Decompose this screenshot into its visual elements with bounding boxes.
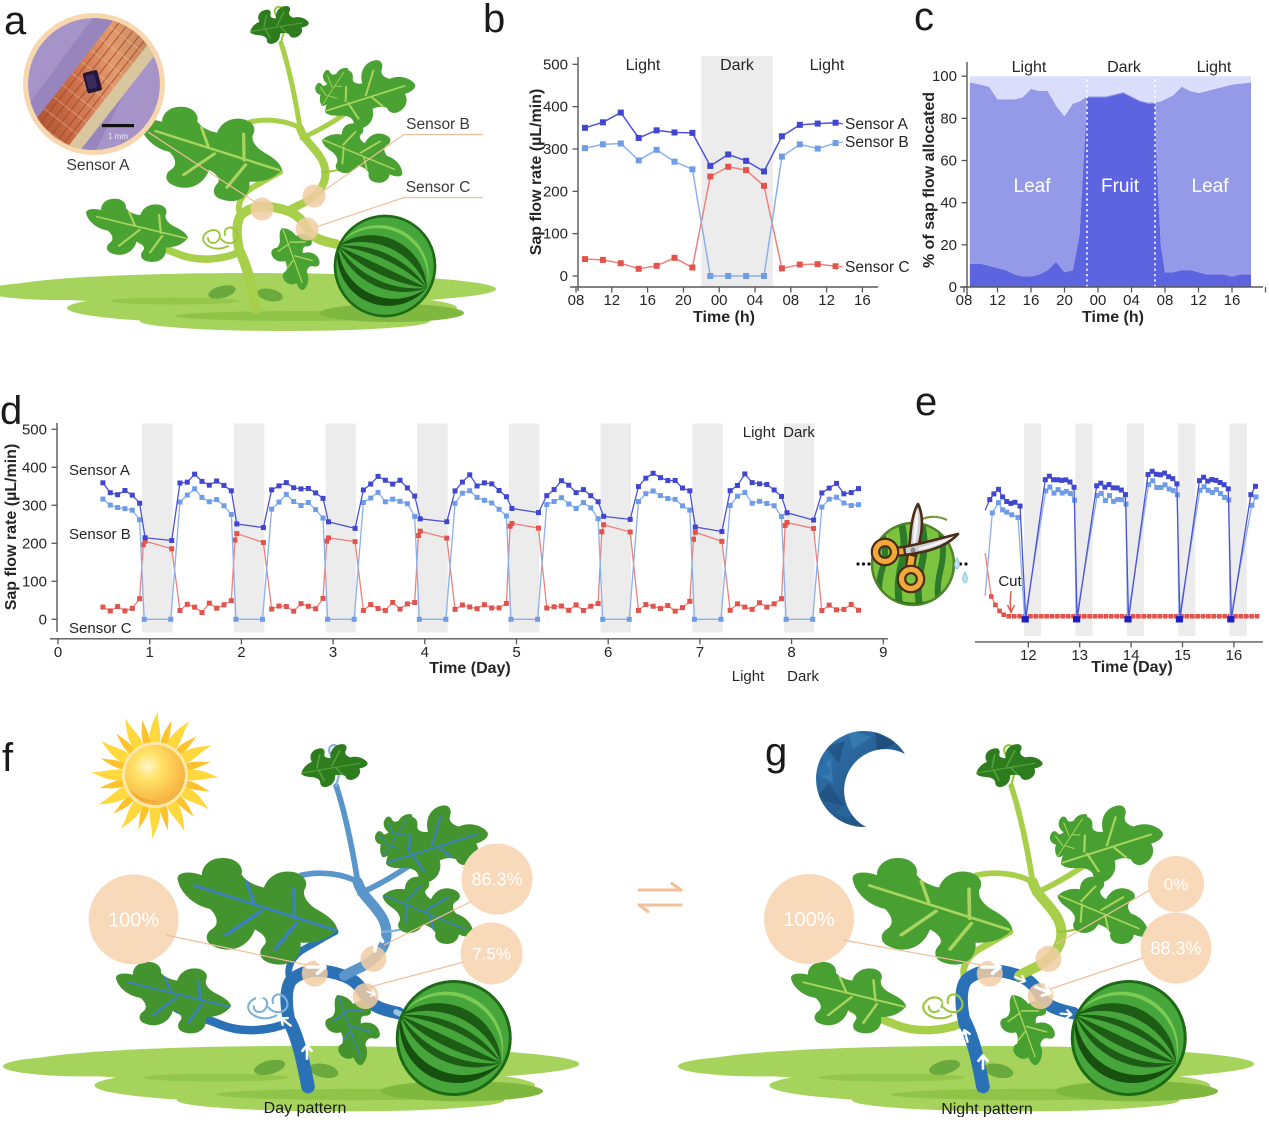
svg-text:Night pattern: Night pattern xyxy=(941,1101,1033,1117)
svg-text:400: 400 xyxy=(543,99,568,116)
svg-text:12: 12 xyxy=(603,292,620,309)
svg-text:Time (h): Time (h) xyxy=(1082,309,1144,326)
svg-text:200: 200 xyxy=(543,183,568,200)
svg-text:08: 08 xyxy=(956,292,973,309)
svg-text:12: 12 xyxy=(818,292,835,309)
svg-text:Sensor C: Sensor C xyxy=(845,259,910,276)
svg-text:13: 13 xyxy=(1071,647,1088,664)
svg-text:16: 16 xyxy=(1226,647,1243,664)
svg-text:15: 15 xyxy=(1174,647,1191,664)
svg-text:08: 08 xyxy=(782,292,799,309)
svg-text:12: 12 xyxy=(989,292,1006,309)
svg-text:40: 40 xyxy=(940,195,957,212)
svg-text:1 mm: 1 mm xyxy=(108,132,128,141)
svg-text:300: 300 xyxy=(543,141,568,158)
svg-text:1: 1 xyxy=(146,644,154,661)
svg-text:12: 12 xyxy=(1020,647,1037,664)
svg-text:88.3%: 88.3% xyxy=(1150,938,1201,958)
svg-text:16: 16 xyxy=(1023,292,1040,309)
svg-text:200: 200 xyxy=(22,535,47,552)
svg-text:Light: Light xyxy=(743,424,776,441)
svg-text:d: d xyxy=(0,389,22,433)
svg-text:100: 100 xyxy=(22,573,47,590)
svg-text:Cut: Cut xyxy=(998,573,1022,590)
svg-text:Time (Day): Time (Day) xyxy=(1091,659,1173,676)
svg-text:100%: 100% xyxy=(108,909,159,931)
svg-text:08: 08 xyxy=(1157,292,1174,309)
svg-text:Day pattern: Day pattern xyxy=(264,1100,347,1117)
svg-text:0: 0 xyxy=(39,611,47,628)
svg-text:2: 2 xyxy=(237,644,245,661)
svg-text:Dark: Dark xyxy=(1107,59,1142,76)
svg-text:b: b xyxy=(483,0,505,41)
svg-text:a: a xyxy=(4,0,27,43)
svg-text:g: g xyxy=(765,730,787,774)
svg-text:100: 100 xyxy=(932,68,957,85)
svg-text:500: 500 xyxy=(22,421,47,438)
svg-text:Sensor C: Sensor C xyxy=(406,179,471,196)
svg-text:12: 12 xyxy=(1190,292,1207,309)
svg-text:c: c xyxy=(914,0,934,39)
svg-text:86.3%: 86.3% xyxy=(471,869,522,889)
svg-text:Time (h): Time (h) xyxy=(693,309,755,326)
svg-text:0%: 0% xyxy=(1164,875,1189,894)
svg-text:80: 80 xyxy=(940,110,957,127)
svg-text:f: f xyxy=(2,736,14,780)
svg-text:Sap flow rate (µL/min): Sap flow rate (µL/min) xyxy=(528,89,545,256)
svg-text:08: 08 xyxy=(568,292,585,309)
svg-text:400: 400 xyxy=(22,459,47,476)
svg-text:3: 3 xyxy=(329,644,337,661)
svg-text:Sensor B: Sensor B xyxy=(406,116,470,133)
svg-text:16: 16 xyxy=(854,292,871,309)
svg-text:100%: 100% xyxy=(783,909,834,931)
svg-text:0: 0 xyxy=(949,279,957,296)
svg-text:Sensor A: Sensor A xyxy=(845,116,909,133)
svg-text:e: e xyxy=(915,380,937,424)
svg-text:Leaf: Leaf xyxy=(1192,176,1230,197)
svg-text:8: 8 xyxy=(787,644,795,661)
svg-text:16: 16 xyxy=(1224,292,1241,309)
svg-text:% of sap flow allocated: % of sap flow allocated xyxy=(921,92,938,268)
svg-text:500: 500 xyxy=(543,56,568,73)
svg-text:Dark: Dark xyxy=(787,668,819,685)
svg-text:20: 20 xyxy=(1056,292,1073,309)
svg-text:100: 100 xyxy=(543,226,568,243)
svg-text:7: 7 xyxy=(696,644,704,661)
svg-text:0: 0 xyxy=(560,268,568,285)
svg-text:14: 14 xyxy=(1123,647,1140,664)
svg-text:Dark: Dark xyxy=(720,57,755,74)
svg-text:7.5%: 7.5% xyxy=(472,944,511,963)
svg-text:04: 04 xyxy=(1123,292,1140,309)
svg-text:20: 20 xyxy=(940,237,957,254)
svg-text:5: 5 xyxy=(512,644,520,661)
svg-text:Sensor B: Sensor B xyxy=(845,134,909,151)
svg-text:20: 20 xyxy=(675,292,692,309)
svg-text:9: 9 xyxy=(879,644,887,661)
svg-text:00: 00 xyxy=(1090,292,1107,309)
svg-text:00: 00 xyxy=(711,292,728,309)
svg-text:Leaf: Leaf xyxy=(1014,176,1052,197)
svg-text:Sensor A: Sensor A xyxy=(69,462,130,479)
svg-text:Sensor C: Sensor C xyxy=(69,620,132,637)
svg-text:Light: Light xyxy=(1012,59,1047,76)
svg-text:Light: Light xyxy=(810,57,845,74)
svg-text:Sap flow rate (µL/min): Sap flow rate (µL/min) xyxy=(3,444,20,611)
svg-text:Light: Light xyxy=(732,668,765,685)
svg-text:60: 60 xyxy=(940,153,957,170)
svg-text:0: 0 xyxy=(54,644,62,661)
svg-text:300: 300 xyxy=(22,497,47,514)
svg-text:Sensor A: Sensor A xyxy=(67,157,131,174)
svg-text:Light: Light xyxy=(1197,59,1232,76)
svg-text:Light: Light xyxy=(626,57,661,74)
svg-text:6: 6 xyxy=(604,644,612,661)
svg-text:Time (Day): Time (Day) xyxy=(429,660,511,677)
svg-text:04: 04 xyxy=(747,292,764,309)
svg-text:Sensor B: Sensor B xyxy=(69,526,131,543)
svg-text:Dark: Dark xyxy=(783,424,815,441)
svg-text:16: 16 xyxy=(639,292,656,309)
svg-text:4: 4 xyxy=(421,644,429,661)
svg-text:Fruit: Fruit xyxy=(1101,176,1140,197)
